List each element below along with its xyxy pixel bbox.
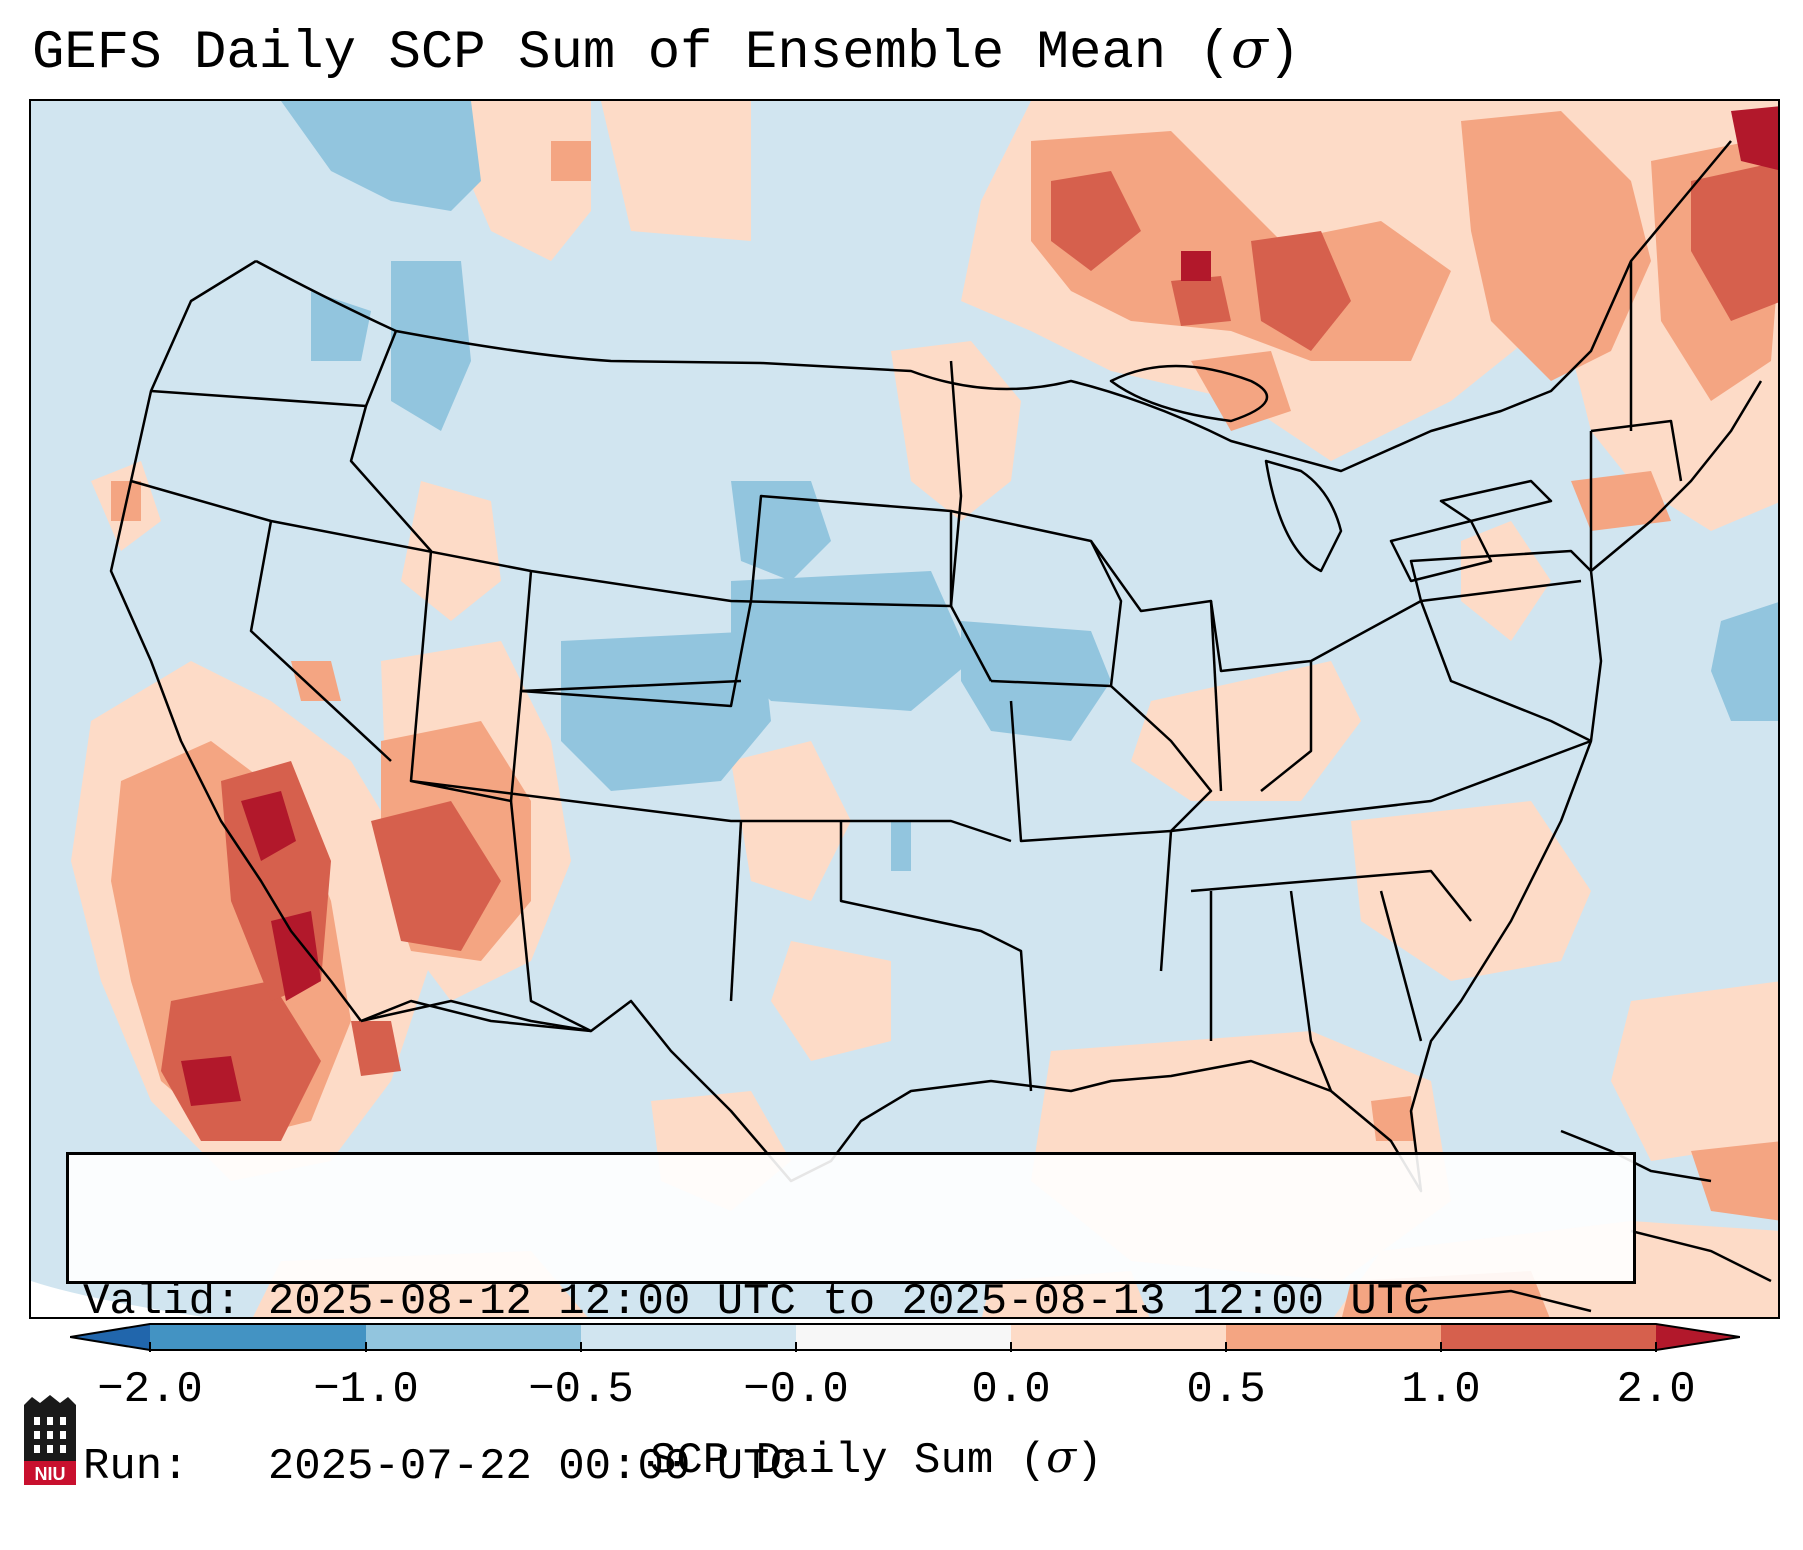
anomaly-field-neg-1-neg-0.5 [281,101,1778,871]
colorbar-segment [796,1324,1011,1350]
scp-anomaly-map [31,101,1778,1317]
lake-ontario [1439,479,1553,523]
map-panel [29,99,1780,1319]
colorbar [70,1323,1740,1352]
valid-time-text: Valid: 2025-08-12 12:00 UTC to 2025-08-1… [83,1277,1430,1327]
colorbar-label: SCP Daily Sum (σ) [650,1432,1103,1486]
colorbar-tick-label: 1.0 [1401,1365,1481,1415]
niu-logo: NIU [24,1395,76,1485]
colorbar-segment [1226,1324,1441,1350]
run-time-text: Run: 2025-07-22 00:00 UTC [83,1442,796,1492]
lake-superior [1109,364,1269,423]
colorbar-segment [366,1324,581,1350]
niu-logo-text: NIU [35,1464,66,1484]
colorbar-extend-low [70,1324,150,1350]
pacific-coast [109,259,362,1022]
colorbar-extend-high [1656,1324,1740,1350]
colorbar-tick-label: 0.5 [1186,1365,1266,1415]
colorbar-segment [1441,1324,1656,1350]
anomaly-field-1-2 [161,161,1778,1141]
colorbar-tick-label: −0.0 [743,1365,849,1415]
colorbar-segments [70,1324,1740,1350]
colorbar-segment [150,1324,366,1350]
colorbar-tick-label: 2.0 [1616,1365,1696,1415]
boundaries [109,140,1763,1193]
colorbar-segment [581,1324,796,1350]
off-projection-area [31,1281,204,1317]
gulf-atlantic-coast [360,380,1763,1193]
colorbar-tick-label: −0.5 [528,1365,634,1415]
colorbar-tick-label: −2.0 [97,1365,203,1415]
colorbar-outline [70,1323,1740,1351]
anomaly-field-gt-2 [181,106,1778,1106]
lake-erie [1389,519,1493,583]
canada-border [255,140,1732,473]
niu-tower-icon [24,1395,76,1461]
map-title: GEFS Daily SCP Sum of Ensemble Mean (σ) [32,17,1301,84]
lake-michigan [1264,459,1343,573]
colorbar-tick-label: 0.0 [971,1365,1051,1415]
niu-logo-band [24,1461,76,1485]
colorbar-segment [1011,1324,1226,1350]
mexico-border [360,999,592,1033]
colorbar-tick-label: −1.0 [313,1365,419,1415]
valid-run-info-box: Valid: 2025-08-12 12:00 UTC to 2025-08-1… [66,1152,1636,1492]
